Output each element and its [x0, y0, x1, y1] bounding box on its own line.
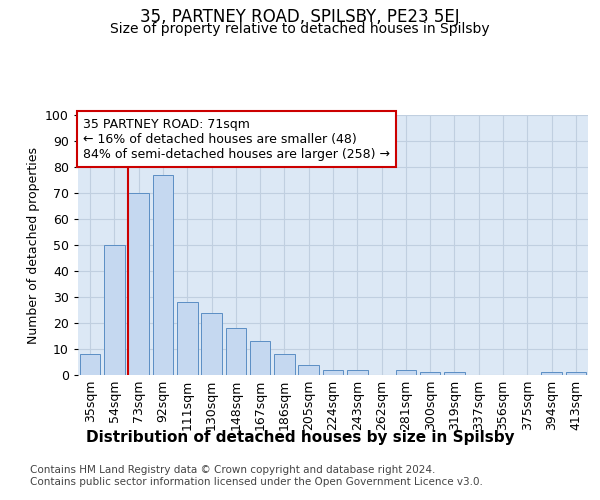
- Bar: [80, 354, 100, 375]
- Bar: [541, 372, 562, 375]
- Bar: [250, 341, 271, 375]
- Bar: [152, 175, 173, 375]
- Bar: [128, 193, 149, 375]
- Text: Contains HM Land Registry data © Crown copyright and database right 2024.
Contai: Contains HM Land Registry data © Crown c…: [30, 465, 483, 486]
- Bar: [298, 364, 319, 375]
- Bar: [201, 312, 222, 375]
- Bar: [566, 372, 586, 375]
- Text: Size of property relative to detached houses in Spilsby: Size of property relative to detached ho…: [110, 22, 490, 36]
- Bar: [444, 372, 465, 375]
- Bar: [347, 370, 368, 375]
- Bar: [323, 370, 343, 375]
- Bar: [104, 245, 125, 375]
- Text: 35 PARTNEY ROAD: 71sqm
← 16% of detached houses are smaller (48)
84% of semi-det: 35 PARTNEY ROAD: 71sqm ← 16% of detached…: [83, 118, 390, 160]
- Bar: [420, 372, 440, 375]
- Y-axis label: Number of detached properties: Number of detached properties: [26, 146, 40, 344]
- Text: Distribution of detached houses by size in Spilsby: Distribution of detached houses by size …: [86, 430, 514, 445]
- Bar: [274, 354, 295, 375]
- Text: 35, PARTNEY ROAD, SPILSBY, PE23 5EJ: 35, PARTNEY ROAD, SPILSBY, PE23 5EJ: [140, 8, 460, 26]
- Bar: [177, 302, 197, 375]
- Bar: [395, 370, 416, 375]
- Bar: [226, 328, 246, 375]
